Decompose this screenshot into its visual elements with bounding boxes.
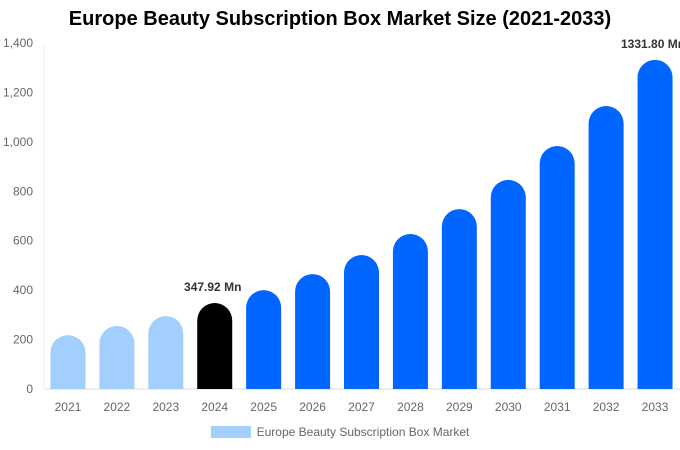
x-tick-label: 2027	[348, 400, 375, 414]
y-tick-label: 400	[13, 283, 33, 297]
x-tick-label: 2024	[201, 400, 228, 414]
bar-2027	[344, 255, 379, 389]
bar-2031	[539, 146, 575, 389]
y-tick-label: 1,400	[3, 36, 33, 50]
chart-title: Europe Beauty Subscription Box Market Si…	[68, 8, 612, 30]
bar-2024	[197, 303, 233, 389]
x-tick-label: 2025	[250, 400, 277, 414]
data-label: 1331.80 Mn	[621, 37, 680, 51]
x-tick-label: 2029	[446, 400, 473, 414]
x-tick-label: 2030	[495, 400, 522, 414]
y-tick-label: 1,000	[3, 135, 33, 149]
x-tick-label: 2028	[397, 400, 424, 414]
y-tick-label: 1,200	[3, 85, 33, 99]
data-label: 347.92 Mn	[184, 280, 241, 294]
x-tick-label: 2023	[152, 400, 179, 414]
x-tick-label: 2022	[104, 400, 131, 414]
bar-2028	[392, 234, 428, 389]
y-tick-label: 800	[13, 184, 33, 198]
bar-2023	[148, 316, 184, 389]
y-tick-label: 0	[26, 382, 33, 396]
bar-2021	[50, 335, 86, 389]
legend[interactable]: Europe Beauty Subscription Box Market	[0, 425, 680, 439]
y-tick-label: 200	[13, 333, 33, 347]
x-tick-label: 2026	[299, 400, 326, 414]
legend-label: Europe Beauty Subscription Box Market	[256, 425, 470, 439]
bar-2033	[637, 59, 673, 390]
bar-2032	[588, 106, 624, 390]
x-tick-label: 2021	[55, 400, 82, 414]
y-tick-label: 600	[13, 234, 33, 248]
x-tick-label: 2031	[544, 400, 571, 414]
x-tick-label: 2032	[593, 400, 620, 414]
bar-2022	[99, 325, 135, 389]
bar-2030	[490, 179, 526, 389]
bar-2025	[246, 290, 282, 389]
legend-swatch	[210, 426, 251, 438]
x-tick-label: 2033	[642, 400, 669, 414]
bar-2029	[441, 209, 477, 389]
bar-2026	[295, 274, 331, 389]
